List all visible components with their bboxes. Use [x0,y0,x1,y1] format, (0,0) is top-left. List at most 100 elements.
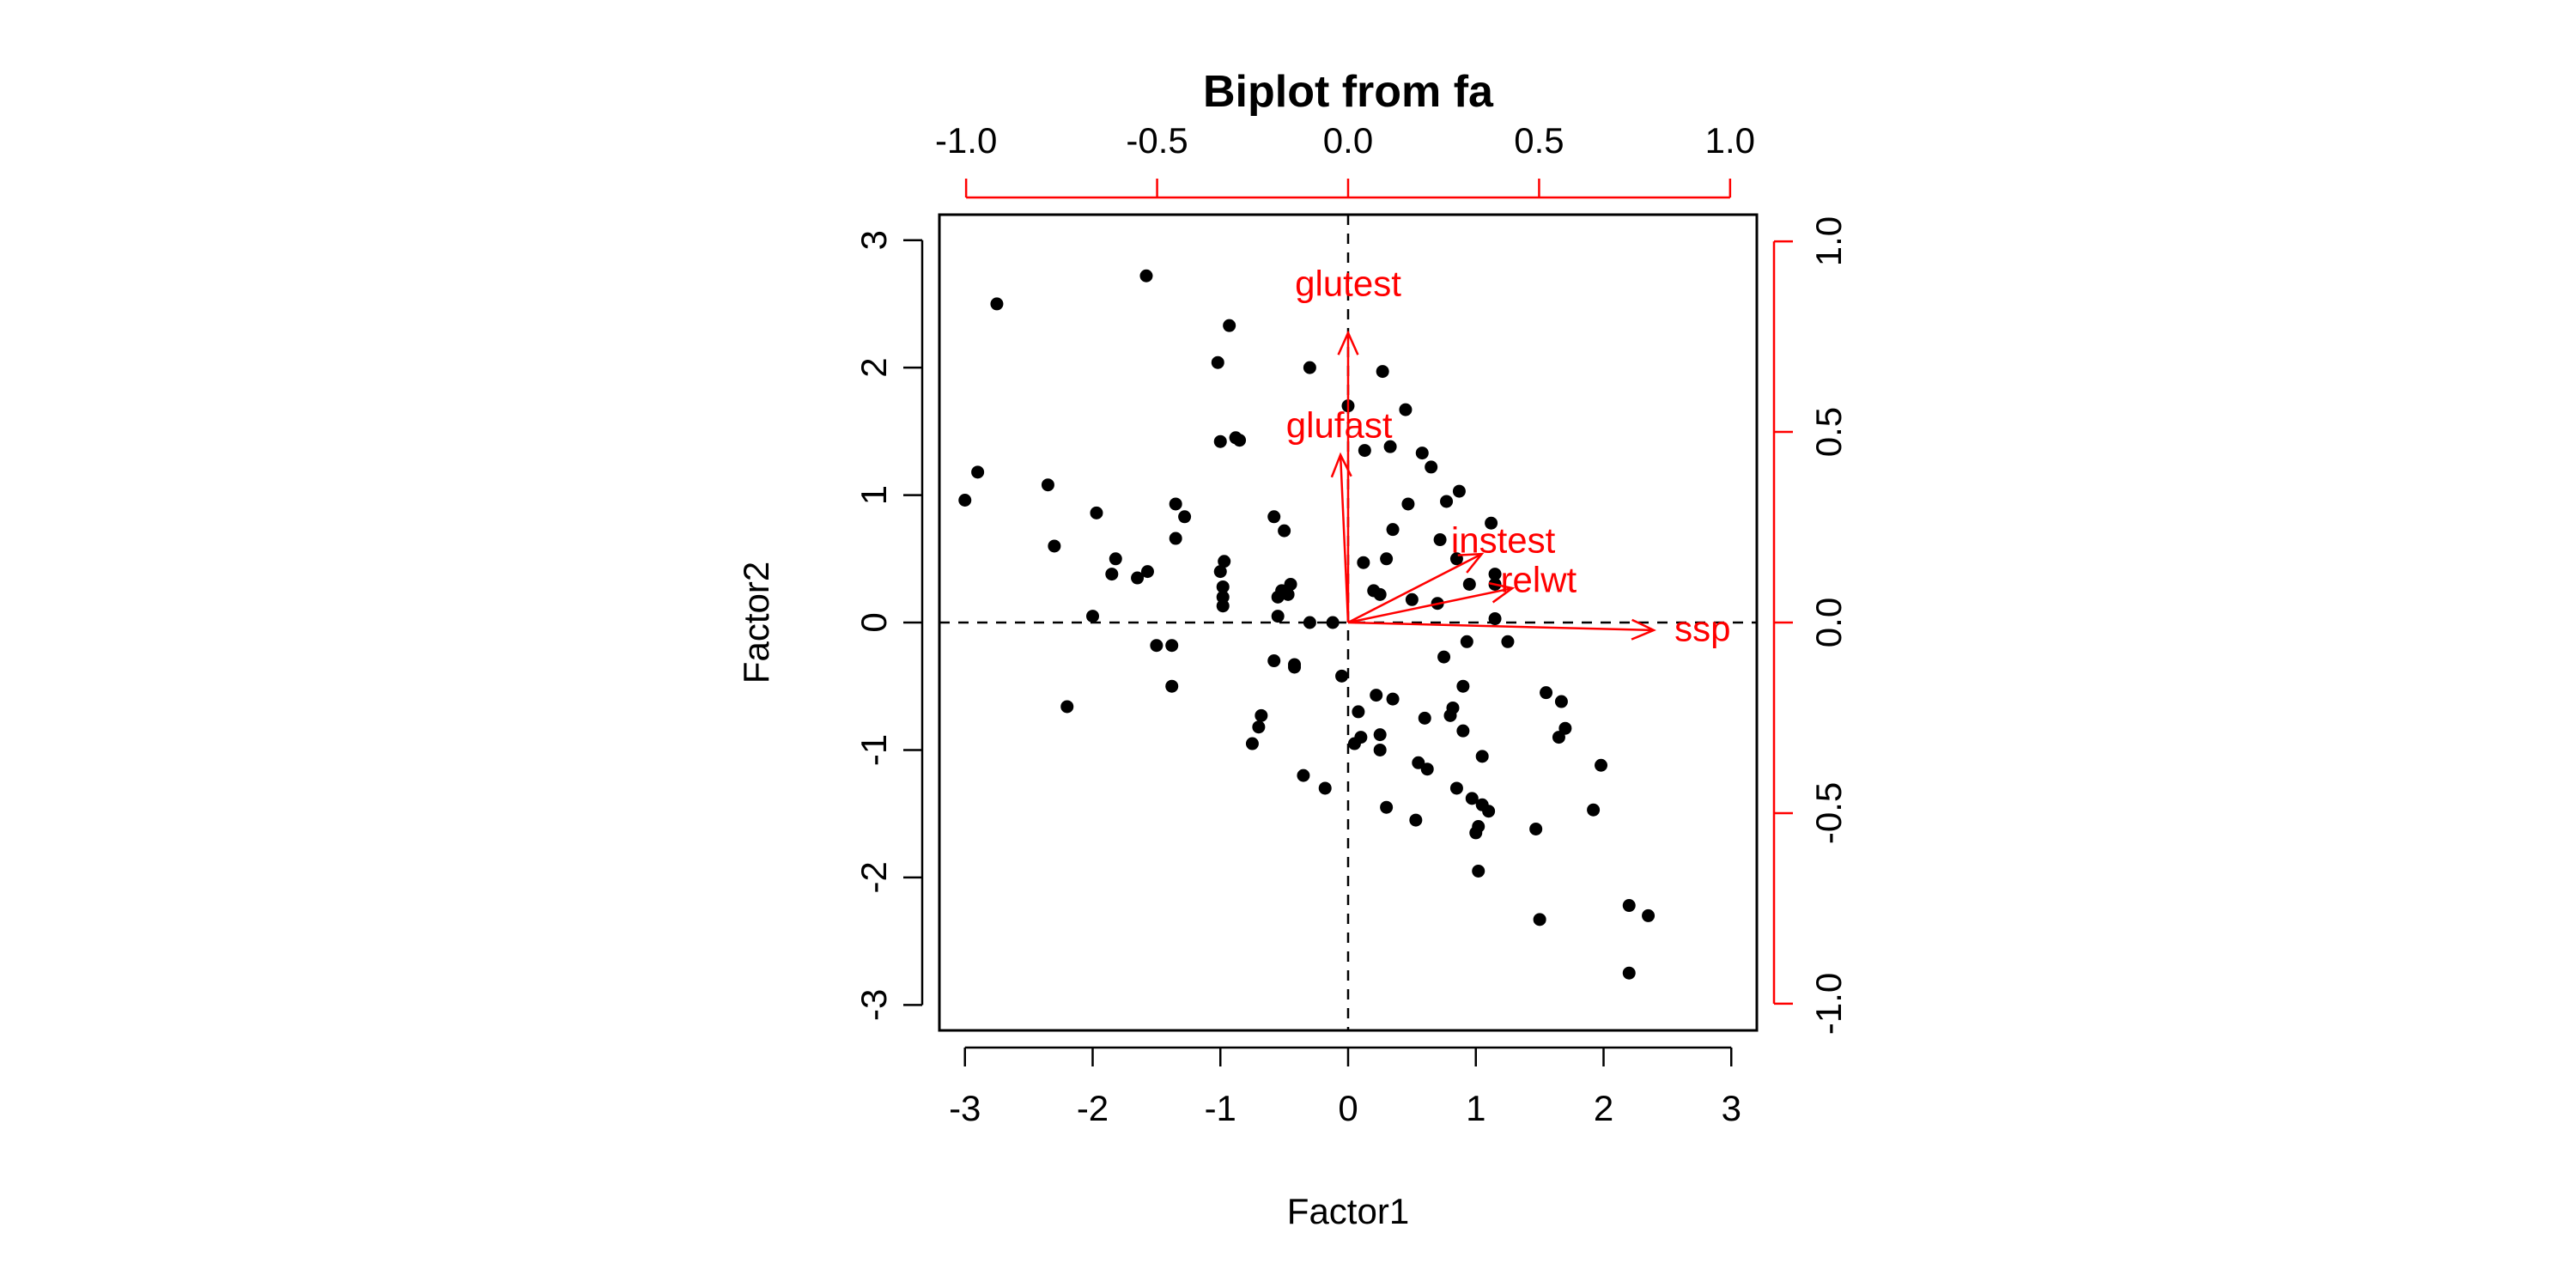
data-point [1446,701,1460,714]
data-point [1373,587,1387,601]
right-tick-label: -1.0 [1808,973,1849,1035]
x-axis-label: Factor1 [1287,1191,1409,1231]
data-point [1533,913,1546,927]
data-point [1352,705,1365,719]
x-tick-label: 0 [1338,1088,1358,1128]
data-point [1642,908,1656,922]
data-point [1418,711,1431,725]
top-tick-label: -1.0 [935,120,997,161]
loading-arrow-shaft [1347,586,1513,624]
loading-label: ssp [1674,608,1730,648]
data-point [1452,484,1466,498]
data-point [958,494,972,507]
data-point [1383,440,1397,453]
data-point [1090,506,1103,519]
data-point [1109,552,1122,566]
x-tick-label: 2 [1594,1088,1613,1128]
data-point [1288,660,1302,674]
data-point [1425,460,1438,474]
data-point [1178,510,1192,524]
y-tick-label: -2 [854,861,894,893]
right-tick-label: 0.5 [1808,407,1849,457]
data-point [1456,679,1470,693]
data-point [1048,539,1061,553]
data-point [1475,750,1489,763]
data-point [1318,781,1332,795]
data-point [1376,365,1389,379]
data-point [1223,319,1236,332]
data-point [1420,762,1434,776]
data-point [1456,724,1470,738]
right-tick-label: 0.0 [1808,598,1849,647]
data-point [1165,679,1179,693]
data-point [1216,590,1230,604]
top-tick-label: 0.5 [1514,120,1564,161]
data-point [1622,899,1636,913]
data-point [1271,610,1285,623]
data-point [1595,758,1608,772]
right-tick-label: 1.0 [1808,216,1849,266]
data-point [1401,497,1415,511]
top-tick-label: 0.0 [1323,120,1373,161]
data-point [1386,523,1400,537]
data-point [1358,444,1371,458]
y-tick-label: -1 [854,734,894,766]
points-layer [958,269,1656,980]
loading-label: relwt [1501,560,1577,600]
data-point [1485,516,1498,530]
data-point [1405,592,1419,606]
data-point [1558,721,1572,735]
x-tick-label: 1 [1466,1088,1485,1128]
data-point [1303,616,1316,629]
data-point [1501,635,1515,648]
loading-label: glutest [1295,264,1401,304]
top-tick-label: 1.0 [1705,120,1755,161]
data-point [1460,635,1473,648]
data-point [1213,565,1227,579]
data-point [1380,552,1394,566]
y-tick-label: 3 [854,230,894,250]
top-tick-label: -0.5 [1126,120,1188,161]
data-point [1278,524,1291,538]
x-tick-label: 3 [1722,1088,1741,1128]
loading-arrow-head [1488,581,1516,604]
data-point [1412,756,1425,769]
chart-title: Biplot from fa [1203,67,1494,117]
data-point [1465,792,1479,805]
data-point [1140,565,1154,579]
y-axis-label: Factor2 [736,562,776,683]
data-point [1587,803,1601,817]
loading-arrow-shaft [1347,621,1654,632]
y-tick-label: 2 [854,357,894,377]
data-point [1373,728,1387,742]
data-point [1267,510,1281,524]
data-point [1472,820,1485,833]
loading-arrow-shaft [1347,552,1483,624]
loading-arrow-shaft [1339,454,1350,623]
loading-arrow-head [1330,452,1352,478]
data-point [1216,580,1230,593]
loading-arrow-head [1337,330,1359,355]
data-point [1488,568,1502,581]
y-tick-label: 1 [854,485,894,505]
data-point [1357,556,1370,569]
data-point [1462,577,1476,591]
data-point [1529,822,1543,835]
data-point [1354,731,1368,744]
data-point [990,297,1004,311]
data-point [1281,587,1295,601]
data-point [1335,669,1349,683]
data-point [1086,610,1099,623]
data-point [1060,700,1074,714]
data-point [1216,599,1230,613]
data-point [1449,781,1463,795]
data-point [1326,616,1340,629]
y-tick-label: 0 [854,612,894,632]
data-point [1540,686,1553,700]
data-point [1252,720,1266,734]
data-point [1233,434,1247,447]
data-point [1552,731,1565,744]
